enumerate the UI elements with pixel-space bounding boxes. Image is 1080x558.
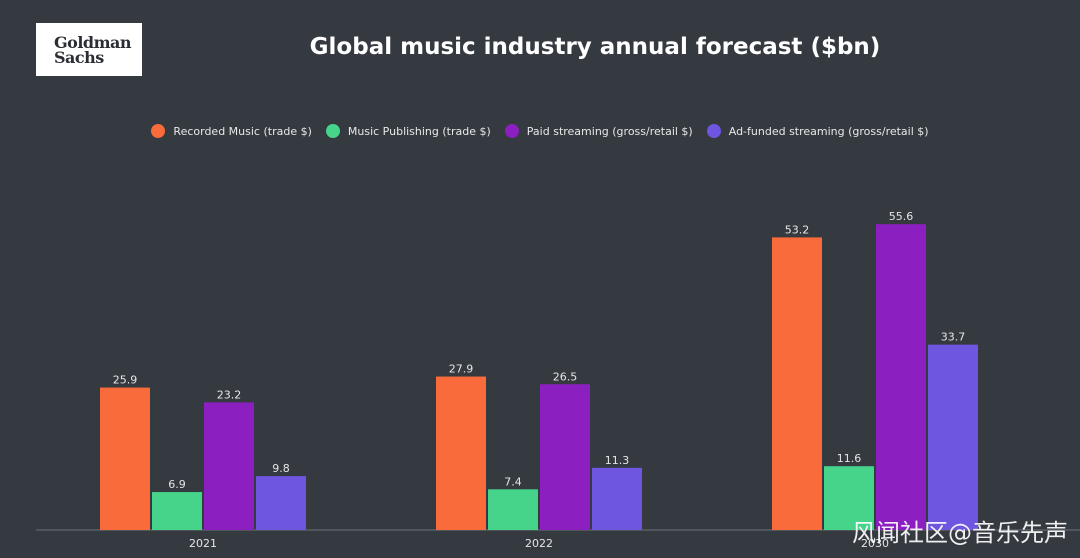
logo-line-1: Goldman xyxy=(54,33,132,52)
logo-line-2: Sachs xyxy=(54,48,104,67)
legend-label: Ad-funded streaming (gross/retail $) xyxy=(728,124,929,138)
x-tick-label-2030: 2030 xyxy=(861,537,889,550)
bar-2021-series-0[interactable] xyxy=(100,387,150,530)
data-label-2022-series-3: 11.3 xyxy=(605,454,630,467)
data-label-2021-series-0: 25.9 xyxy=(113,374,138,387)
data-label-2022-series-0: 27.9 xyxy=(449,363,474,376)
data-label-2030-series-0: 53.2 xyxy=(785,223,810,236)
chart-legend: Recorded Music (trade $) Music Publishin… xyxy=(0,124,1080,138)
legend-item-music-publishing[interactable]: Music Publishing (trade $) xyxy=(325,124,491,138)
legend-item-recorded-music[interactable]: Recorded Music (trade $) xyxy=(151,124,312,138)
bar-2030-series-2[interactable] xyxy=(876,224,926,530)
legend-item-ad-funded-streaming[interactable]: Ad-funded streaming (gross/retail $) xyxy=(706,124,929,138)
bar-2021-series-2[interactable] xyxy=(204,402,254,530)
data-label-2021-series-3: 9.8 xyxy=(272,462,290,475)
bar-2022-series-1[interactable] xyxy=(488,489,538,530)
data-label-2030-series-1: 11.6 xyxy=(837,452,862,465)
watermark: 风闻社区@音乐先声 xyxy=(852,519,1068,547)
goldman-sachs-logo: Goldman Sachs xyxy=(36,23,142,76)
data-label-2022-series-1: 7.4 xyxy=(504,475,522,488)
chart-title: Global music industry annual forecast ($… xyxy=(309,34,881,60)
bar-2022-series-2[interactable] xyxy=(540,384,590,530)
data-label-2022-series-2: 26.5 xyxy=(553,370,578,383)
bar-2021-series-1[interactable] xyxy=(152,492,202,530)
bar-2030-series-3[interactable] xyxy=(928,344,978,530)
data-label-2030-series-2: 55.6 xyxy=(889,210,914,223)
legend-marker-icon xyxy=(706,124,721,138)
bar-2030-series-1[interactable] xyxy=(824,466,874,530)
legend-label: Paid streaming (gross/retail $) xyxy=(526,124,693,138)
x-tick-label-2022: 2022 xyxy=(525,537,553,550)
legend-item-paid-streaming[interactable]: Paid streaming (gross/retail $) xyxy=(504,124,693,138)
data-label-2030-series-3: 33.7 xyxy=(941,331,966,344)
bar-2022-series-3[interactable] xyxy=(592,467,642,530)
data-label-2021-series-2: 23.2 xyxy=(217,388,242,401)
legend-label: Recorded Music (trade $) xyxy=(173,124,312,138)
bar-2021-series-3[interactable] xyxy=(256,476,306,530)
data-label-2021-series-1: 6.9 xyxy=(168,478,186,491)
x-tick-label-2021: 2021 xyxy=(189,537,217,550)
legend-marker-icon xyxy=(504,124,519,138)
bar-2022-series-0[interactable] xyxy=(436,376,486,530)
legend-label: Music Publishing (trade $) xyxy=(347,124,491,138)
legend-marker-icon xyxy=(151,124,166,138)
legend-marker-icon xyxy=(325,124,340,138)
bar-2030-series-0[interactable] xyxy=(772,237,822,530)
